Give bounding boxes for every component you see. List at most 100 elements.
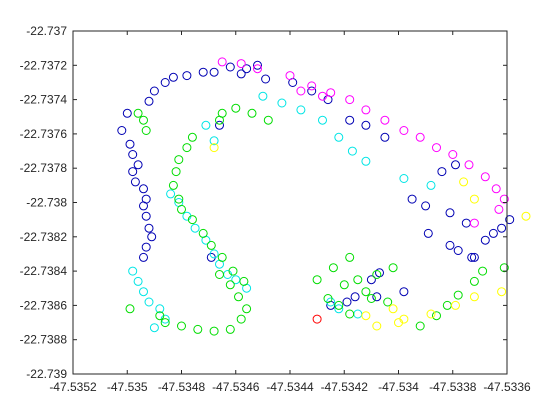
data-point [464, 160, 474, 170]
data-point [372, 321, 382, 331]
data-point [125, 304, 135, 314]
data-point [372, 292, 382, 302]
data-point [451, 160, 460, 170]
data-point [312, 314, 322, 324]
data-point [201, 120, 211, 130]
data-point [258, 91, 268, 101]
data-point [361, 311, 371, 321]
data-point [350, 292, 360, 302]
data-point [326, 88, 336, 98]
data-point [453, 246, 463, 255]
y-tick-label: -22.7388 [20, 333, 68, 347]
data-point [469, 252, 479, 262]
data-point [149, 323, 159, 333]
data-point [383, 297, 393, 307]
data-point [209, 249, 219, 259]
data-point [128, 150, 138, 159]
data-point [215, 270, 224, 279]
data-point [399, 287, 409, 297]
data-point [432, 143, 441, 153]
y-tick-label: -22.739 [26, 367, 67, 381]
x-tick-label: -47.535 [107, 380, 148, 394]
data-point [353, 275, 363, 285]
data-point [128, 266, 138, 276]
data-point [399, 174, 409, 183]
data-point [139, 252, 148, 262]
data-point [380, 132, 390, 142]
data-point [217, 57, 227, 67]
data-point [139, 115, 148, 125]
data-point [187, 132, 197, 142]
data-point [133, 108, 143, 118]
data-point [480, 172, 490, 182]
data-point [198, 228, 208, 238]
x-tick-label: -47.534 [378, 380, 419, 394]
data-point [448, 150, 458, 159]
data-point [231, 103, 241, 113]
y-tick-label: -22.7372 [20, 58, 68, 72]
data-point [505, 215, 515, 225]
data-point [141, 211, 151, 221]
data-point [209, 143, 219, 153]
data-point [361, 105, 371, 115]
data-point [168, 72, 178, 82]
y-tick-label: -22.738 [26, 196, 67, 210]
data-point [345, 115, 355, 125]
data-point [261, 74, 271, 84]
data-point [366, 294, 376, 303]
data-point [467, 252, 477, 262]
data-point [399, 314, 409, 324]
data-point [209, 136, 219, 146]
data-point [128, 167, 138, 177]
data-point [318, 91, 327, 101]
data-point [491, 184, 501, 194]
data-point [139, 184, 148, 194]
data-point [415, 132, 425, 142]
data-point [187, 215, 197, 225]
x-tick-label: -47.5336 [483, 380, 531, 394]
data-point [494, 204, 504, 214]
series-4 [217, 57, 509, 228]
data-point [263, 115, 273, 125]
data-point [209, 326, 219, 336]
ticks-layer: -47.5352 -47.535 -47.5348 -47.5346 -47.5344-… [20, 24, 531, 394]
y-tick-label: -22.7382 [20, 230, 68, 244]
data-point [209, 67, 219, 77]
data-point [247, 108, 257, 118]
data-point [174, 194, 184, 204]
data-point [312, 275, 322, 285]
data-point [388, 263, 398, 273]
data-point [521, 211, 531, 221]
data-point [407, 194, 417, 204]
data-point [318, 115, 327, 125]
data-point [215, 120, 224, 130]
data-point [193, 324, 203, 334]
data-point [225, 62, 235, 72]
data-point [285, 71, 295, 81]
data-point [242, 304, 252, 314]
data-point [353, 309, 363, 319]
data-point [239, 276, 249, 286]
data-point [182, 143, 192, 153]
y-tick-label: -22.7378 [20, 161, 68, 175]
series-5 [312, 314, 322, 324]
data-point [499, 194, 509, 204]
data-point [117, 126, 127, 135]
data-point [497, 287, 507, 297]
x-tick-label: -47.5352 [49, 380, 97, 394]
data-point [177, 204, 186, 214]
data-point [144, 96, 154, 106]
data-point [437, 167, 447, 177]
series-3 [209, 143, 531, 331]
data-point [236, 59, 246, 69]
data-point [253, 60, 262, 70]
data-point [236, 314, 246, 324]
data-point [497, 223, 507, 233]
data-point [307, 81, 317, 91]
data-point [372, 270, 382, 279]
data-point [296, 86, 306, 96]
data-point [307, 86, 317, 96]
data-point [133, 276, 143, 286]
data-point [225, 280, 235, 290]
data-point [469, 218, 479, 228]
